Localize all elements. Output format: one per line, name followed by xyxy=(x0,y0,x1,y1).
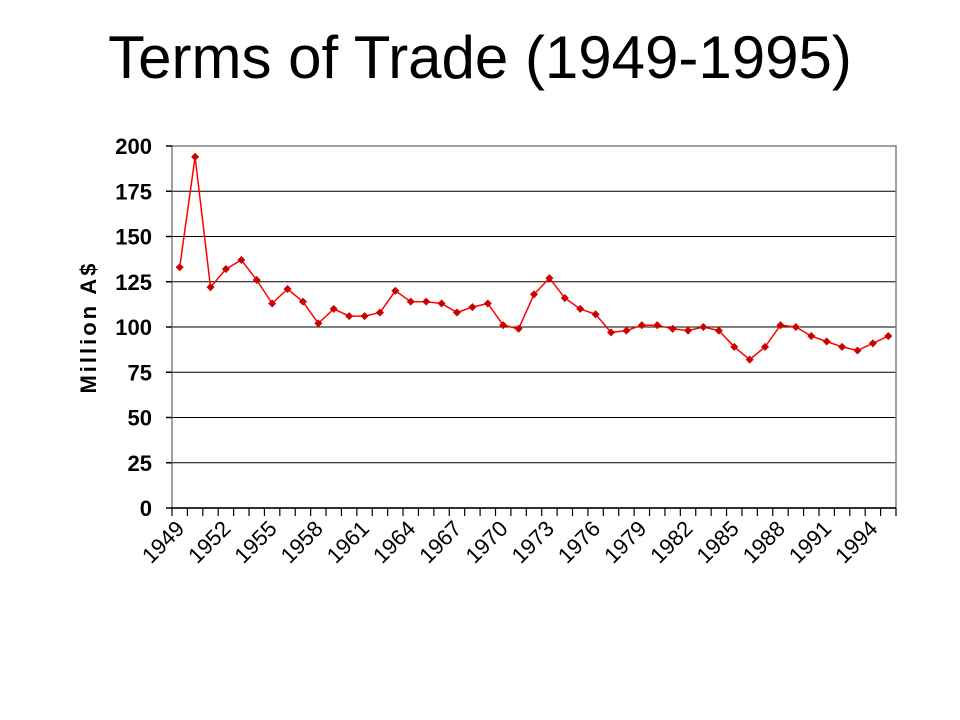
data-point xyxy=(360,312,369,321)
gridlines xyxy=(172,145,896,464)
data-point xyxy=(468,303,477,312)
y-tick-label: 150 xyxy=(115,225,152,250)
data-point xyxy=(637,321,646,330)
x-tick-label: 1964 xyxy=(368,516,420,568)
data-point xyxy=(391,286,400,295)
data-point xyxy=(791,322,800,332)
data-point xyxy=(437,299,446,308)
x-tick-label: 1970 xyxy=(460,516,512,568)
y-axis-title: Million A$ xyxy=(76,260,101,393)
y-tick-label: 200 xyxy=(115,134,152,159)
data-point xyxy=(653,321,662,330)
x-tick-label: 1958 xyxy=(276,516,328,568)
x-tick-label: 1952 xyxy=(183,516,235,568)
data-point xyxy=(514,324,523,333)
data-point xyxy=(499,321,508,330)
data-point xyxy=(545,274,554,283)
y-tick-label: 175 xyxy=(115,179,152,204)
x-tick-label: 1961 xyxy=(322,516,374,568)
x-tick-label: 1976 xyxy=(553,516,605,568)
y-tick-label: 75 xyxy=(128,360,152,385)
data-point xyxy=(853,346,862,355)
data-point xyxy=(314,319,323,328)
data-point xyxy=(730,342,739,351)
data-point xyxy=(375,308,384,317)
data-point xyxy=(221,265,230,274)
x-tick-label: 1988 xyxy=(738,516,790,568)
data-point xyxy=(807,332,816,341)
x-tick-labels: 1949195219551958196119641967197019731976… xyxy=(137,516,882,568)
axis-ticks xyxy=(166,145,897,516)
y-tick-label: 0 xyxy=(140,496,152,521)
data-point xyxy=(175,263,184,272)
x-tick-label: 1955 xyxy=(229,516,281,568)
x-tick-label: 1991 xyxy=(784,516,836,568)
y-tick-label: 50 xyxy=(128,406,152,431)
data-point xyxy=(699,322,708,332)
data-point xyxy=(714,326,723,335)
y-tick-labels: 0 25 50 75 100 125 150 175 200 xyxy=(115,134,152,521)
data-point xyxy=(283,284,292,294)
data-point xyxy=(345,312,354,321)
x-tick-label: 1994 xyxy=(830,516,882,568)
data-point xyxy=(237,256,246,265)
data-point xyxy=(591,310,600,319)
data-point xyxy=(868,339,877,348)
data-point xyxy=(668,324,677,333)
x-tick-label: 1967 xyxy=(414,516,466,568)
data-point xyxy=(298,297,307,306)
data-point xyxy=(838,342,847,351)
x-tick-label: 1973 xyxy=(507,516,559,568)
y-tick-label: 100 xyxy=(115,315,152,340)
data-point xyxy=(622,326,631,335)
data-point xyxy=(422,297,431,306)
data-point xyxy=(684,326,693,335)
data-point xyxy=(745,355,754,364)
data-point xyxy=(206,283,215,292)
data-point xyxy=(329,304,338,313)
data-points xyxy=(175,152,893,364)
data-point xyxy=(606,328,616,337)
x-tick-label: 1985 xyxy=(691,516,743,568)
data-point xyxy=(406,297,415,306)
data-point xyxy=(576,304,585,313)
data-point xyxy=(884,332,893,341)
x-tick-label: 1949 xyxy=(137,516,189,568)
x-tick-label: 1979 xyxy=(599,516,651,568)
data-point xyxy=(761,342,770,351)
y-tick-label: 25 xyxy=(128,451,152,476)
data-point xyxy=(483,299,492,308)
data-point xyxy=(452,308,462,317)
data-point xyxy=(268,299,277,308)
series-line xyxy=(178,156,889,361)
x-tick-label: 1982 xyxy=(645,516,697,568)
data-point xyxy=(191,152,200,161)
data-point xyxy=(252,275,261,284)
data-point xyxy=(776,321,785,330)
data-point xyxy=(529,290,539,299)
y-tick-label: 125 xyxy=(115,270,152,295)
data-point xyxy=(560,294,569,303)
slide-title: Terms of Trade (1949-1995) xyxy=(108,24,852,91)
data-point xyxy=(822,337,831,346)
